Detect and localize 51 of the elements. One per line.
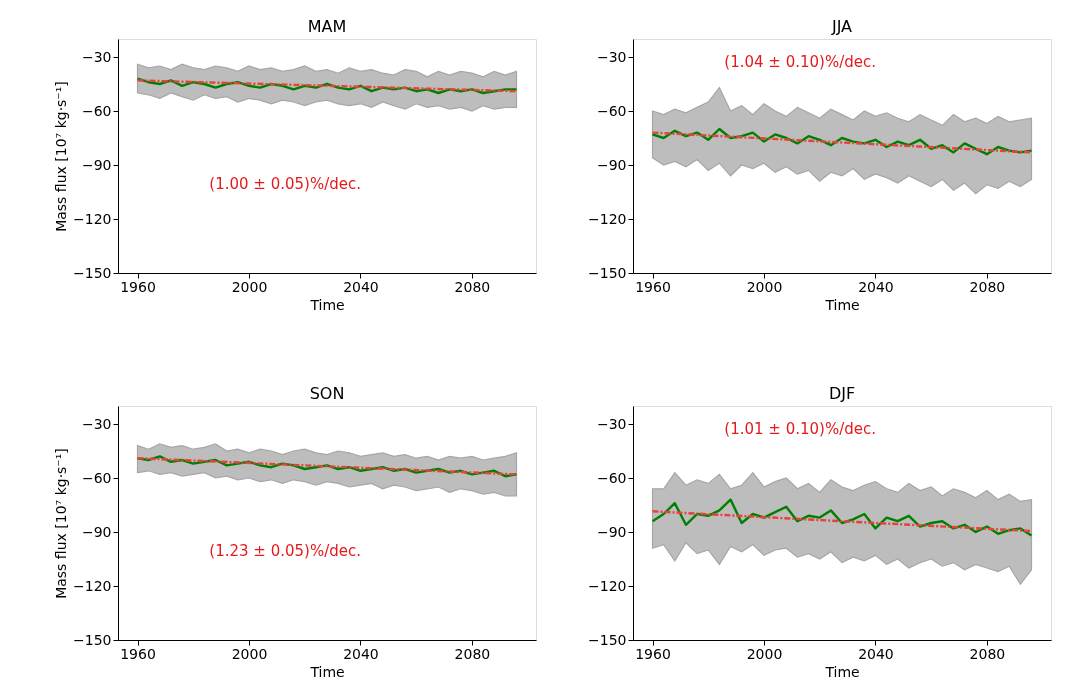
x-tick-label: 2080 (454, 278, 491, 295)
x-tick-label: 2040 (858, 278, 894, 295)
y-tick-label: −90 (596, 156, 627, 173)
y-tick-label: −90 (596, 523, 627, 540)
line-series (651, 498, 1033, 537)
x-axis-title: Time (309, 663, 345, 680)
x-tick-label: 2000 (746, 278, 783, 295)
annotation: (1.01 ± 0.10)%/dec. (724, 420, 877, 439)
y-tick-label: −30 (81, 415, 112, 432)
y-tick-label: −90 (81, 156, 112, 173)
x-tick-label: 1960 (120, 645, 156, 662)
y-tick-label: −30 (596, 415, 627, 432)
y-tick-label: −120 (588, 577, 627, 594)
x-tick-label: 1960 (635, 278, 671, 295)
x-tick-label: 1960 (635, 645, 671, 662)
y-axis-title: Mass flux [10⁷ kg·s⁻¹] (53, 448, 70, 599)
x-tick-label: 2080 (969, 645, 1006, 662)
x-tick-label: 2000 (231, 645, 268, 662)
chart-title: DJF (828, 384, 856, 403)
annotation: (1.00 ± 0.05)%/dec. (209, 175, 362, 194)
y-tick-label: −120 (73, 577, 112, 594)
y-tick-label: −150 (588, 264, 627, 281)
annotation: (1.04 ± 0.10)%/dec. (724, 53, 877, 72)
x-tick-label: 2040 (858, 645, 894, 662)
y-tick-label: −120 (73, 210, 112, 227)
x-axis-title: Time (824, 663, 860, 680)
chart-title: MAM (307, 17, 347, 36)
chart-title: SON (309, 384, 345, 403)
y-tick-label: −30 (81, 48, 112, 65)
x-axis-title: Time (824, 296, 860, 313)
y-tick-label: −150 (73, 631, 112, 648)
y-tick-label: −60 (81, 102, 112, 119)
y-tick-label: −150 (588, 631, 627, 648)
x-tick-label: 1960 (120, 278, 156, 295)
x-tick-label: 2040 (343, 278, 379, 295)
y-tick-label: −90 (81, 523, 112, 540)
x-tick-label: 2040 (343, 645, 379, 662)
y-tick-label: −60 (596, 469, 627, 486)
x-axis-title: Time (309, 296, 345, 313)
y-tick-label: −30 (596, 48, 627, 65)
y-tick-label: −120 (588, 210, 627, 227)
y-tick-label: −60 (81, 469, 112, 486)
y-tick-label: −150 (73, 264, 112, 281)
y-tick-label: −60 (596, 102, 627, 119)
x-tick-label: 2080 (454, 645, 491, 662)
chart-title: JJA (830, 17, 853, 36)
x-tick-label: 2000 (231, 278, 268, 295)
x-tick-label: 2000 (746, 645, 783, 662)
y-axis-title: Mass flux [10⁷ kg·s⁻¹] (53, 81, 70, 232)
x-tick-label: 2080 (969, 278, 1006, 295)
annotation: (1.23 ± 0.05)%/dec. (209, 542, 362, 561)
